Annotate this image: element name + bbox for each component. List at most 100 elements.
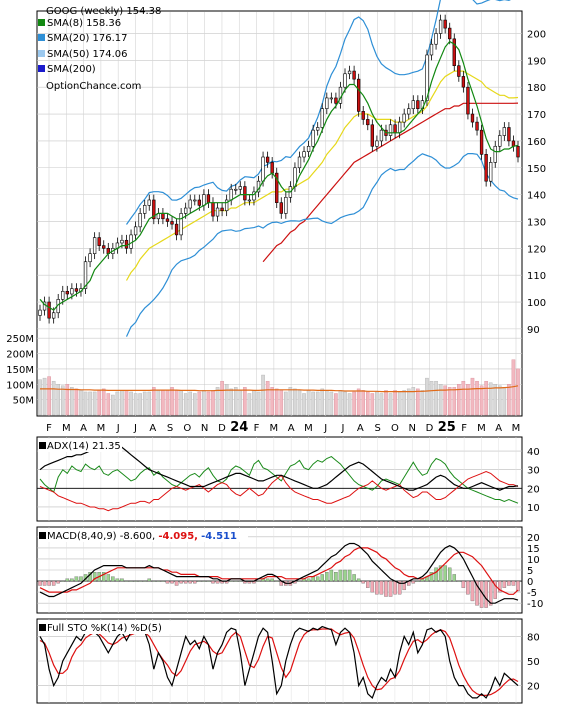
volume-bar — [124, 390, 129, 416]
candle-body — [197, 199, 201, 206]
bollinger-lower — [125, 153, 519, 337]
legend-label-sma200: SMA(200) — [47, 64, 96, 75]
candle-body — [388, 124, 393, 136]
macd-histogram-bar — [106, 574, 111, 582]
volume-bar — [384, 390, 388, 416]
volume-bar — [60, 385, 65, 416]
macd-hist-value: -4.511 — [201, 531, 237, 542]
macd-histogram-bar — [329, 569, 334, 582]
macd-histogram-bar — [215, 580, 220, 584]
macd-histogram-bar — [65, 578, 70, 582]
macd-histogram-bar — [511, 580, 516, 586]
candle-body — [261, 156, 265, 182]
candle-body — [361, 111, 365, 120]
legend-item-sma8: SMA(8) 158.36 — [38, 18, 121, 29]
stochastic-tick-label: 50 — [527, 657, 540, 668]
volume-bar — [443, 385, 447, 416]
ticker-label: GOOG (weekly) 154.38 — [46, 6, 161, 17]
volume-bar — [329, 391, 334, 416]
x-tick-label: N — [201, 423, 208, 434]
candle-body — [88, 253, 92, 263]
volume-bar — [370, 393, 375, 416]
stochastic-k-line — [39, 625, 519, 699]
volume-bar — [284, 391, 288, 416]
volume-bar — [379, 393, 384, 416]
x-tick-label: A — [80, 423, 87, 434]
adx-label-box — [38, 439, 122, 452]
volume-bar — [202, 390, 206, 416]
price-tick-label: 130 — [527, 217, 546, 228]
volume-bar — [106, 393, 111, 416]
price-tick-label: 150 — [527, 164, 546, 175]
x-tick-label: F — [254, 423, 260, 434]
macd-histogram-bar — [183, 580, 188, 584]
volume-bar — [220, 380, 224, 416]
volume-bar — [484, 380, 488, 416]
macd-histogram-bar — [38, 580, 42, 586]
price-tick-label: 170 — [527, 110, 546, 121]
candle-body — [438, 19, 443, 34]
volume-bar — [47, 376, 51, 416]
volume-bar — [152, 387, 156, 416]
candle-body — [452, 38, 456, 67]
candle-body — [270, 162, 274, 174]
volume-bar — [183, 393, 188, 416]
price-tick-label: 190 — [527, 56, 546, 67]
volume-bar — [156, 390, 161, 416]
macd-histogram-bar — [74, 576, 79, 582]
candle-body — [347, 70, 352, 75]
macd-histogram-bar — [56, 580, 60, 584]
x-axis-labels: F M A M J J A S O N D 24 F M A M J J A S O N D 25 F M A M — [46, 420, 520, 435]
macd-histogram-bar — [179, 580, 183, 584]
volume-bar — [211, 390, 215, 416]
candle-body — [229, 188, 233, 201]
candle-body — [234, 188, 238, 191]
x-tick-label: 25 — [438, 420, 456, 435]
volume-bar — [142, 391, 147, 416]
x-tick-label: D — [426, 423, 434, 434]
x-tick-label: J — [341, 423, 345, 434]
volume-bar — [406, 388, 411, 416]
macd-histogram-bar — [256, 580, 261, 582]
volume-bar — [129, 391, 133, 416]
volume-bar — [51, 380, 56, 416]
volume-bar — [516, 368, 520, 416]
candle-body — [334, 97, 338, 104]
macd-histogram-bar — [311, 576, 315, 582]
macd-histogram-bar — [347, 569, 352, 582]
candle-body — [498, 135, 502, 147]
volume-bar — [343, 391, 347, 416]
stochastic-label-swatch — [39, 624, 46, 631]
price-axis-labels: 90 100 110 120 130 140 150 160 170 180 190 200 — [527, 29, 546, 335]
volume-bar — [170, 387, 174, 416]
macd-histogram-bar — [124, 580, 129, 582]
legend-swatch-sma50 — [38, 50, 45, 57]
volume-bar — [338, 390, 343, 416]
candle-body — [206, 194, 211, 203]
macd-histogram-bar — [142, 580, 147, 582]
macd-histogram-bar — [393, 580, 397, 595]
volume-bar — [279, 390, 284, 416]
candle-body — [434, 33, 438, 45]
volume-bar — [101, 388, 106, 416]
price-tick-label: 160 — [527, 137, 546, 148]
volume-bar — [388, 393, 393, 416]
macd-histogram-bar — [438, 565, 443, 582]
candle-body — [284, 196, 288, 214]
adx-label: ADX(14) 21.35 — [47, 441, 121, 452]
candle-body — [407, 108, 411, 115]
macd-histogram-bar — [133, 580, 138, 582]
macd-histogram-bar — [238, 580, 243, 582]
macd-histogram-bar — [338, 569, 343, 582]
macd-histogram-bar — [484, 580, 488, 608]
volume-bar — [507, 384, 511, 416]
volume-bar — [247, 393, 252, 416]
macd-tick-label: 5 — [527, 566, 533, 577]
candle-body — [470, 113, 475, 123]
macd-histogram-bar — [429, 572, 434, 582]
volume-bar — [325, 390, 329, 416]
adx-axis-labels: 40 30 20 10 — [527, 447, 540, 514]
candle-body — [429, 43, 434, 56]
volume-bar — [133, 393, 138, 416]
macd-tick-label: -10 — [527, 599, 543, 610]
